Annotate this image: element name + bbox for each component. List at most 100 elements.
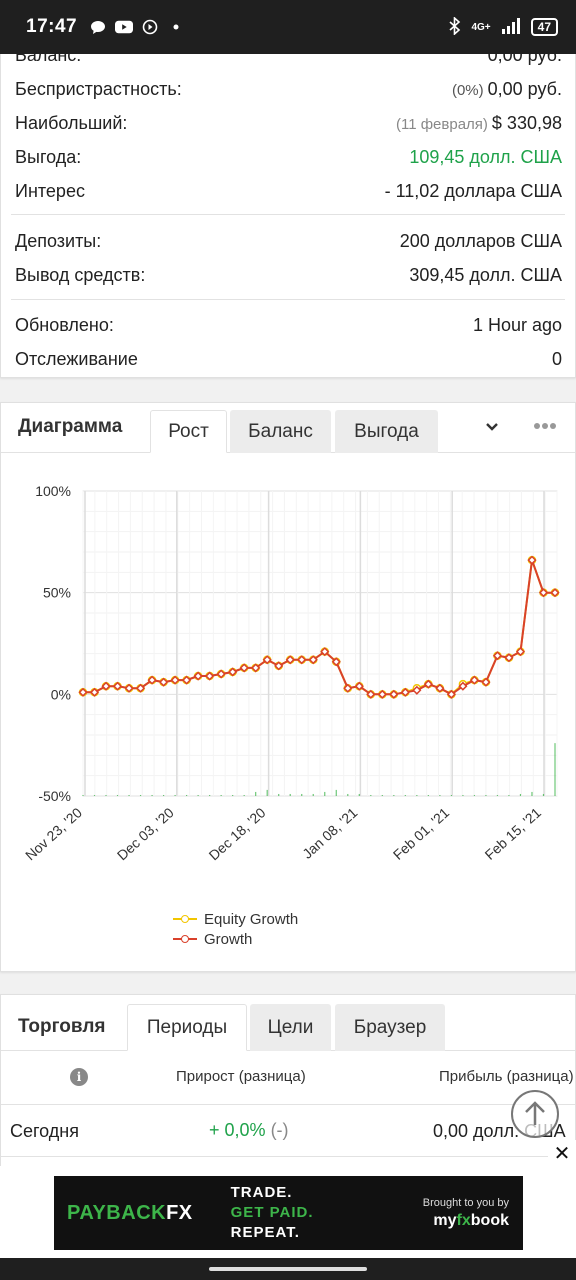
scroll-to-top-button[interactable] bbox=[511, 1090, 559, 1138]
growth-diff: (-) bbox=[270, 1120, 289, 1140]
logo-part: fx bbox=[456, 1211, 471, 1229]
stat-value: (11 февраля) $ 330,98 bbox=[396, 113, 562, 134]
y-tick-label: 50% bbox=[43, 585, 71, 601]
account-stats-card: Баланс: 0,00 руб. Беспристрастность: (0%… bbox=[0, 54, 576, 378]
battery-indicator: 47 bbox=[530, 18, 558, 36]
data-point[interactable] bbox=[170, 675, 180, 685]
stat-label: Беспристрастность: bbox=[15, 78, 182, 99]
stat-value: - 11,02 доллара США bbox=[384, 180, 562, 201]
divider bbox=[11, 214, 565, 215]
data-point[interactable] bbox=[492, 651, 502, 661]
x-tick-label: Dec 03, '20 bbox=[114, 804, 177, 863]
data-point[interactable] bbox=[216, 669, 226, 679]
data-point[interactable] bbox=[308, 655, 318, 665]
data-point[interactable] bbox=[182, 675, 192, 685]
period-growth: + 0,0% (-) bbox=[209, 1120, 289, 1141]
data-point[interactable] bbox=[228, 667, 238, 677]
column-header-profit[interactable]: Прибыль (разница) bbox=[439, 1068, 574, 1085]
data-point[interactable] bbox=[262, 655, 272, 665]
data-point[interactable] bbox=[112, 681, 123, 691]
info-icon[interactable]: i bbox=[70, 1068, 88, 1086]
chart-tabs: Диаграмма Рост Баланс Выгода bbox=[1, 403, 575, 453]
ad-slogan: TRADE. GET PAID. REPEAT. bbox=[231, 1183, 314, 1243]
ad-close-button[interactable]: ✕ bbox=[548, 1140, 576, 1168]
legend-swatch bbox=[173, 934, 197, 944]
data-point[interactable] bbox=[504, 653, 514, 663]
data-point[interactable] bbox=[515, 647, 526, 657]
x-tick-label: Nov 23, '20 bbox=[22, 804, 85, 863]
data-point[interactable] bbox=[274, 661, 284, 671]
stat-note: (11 февраля) bbox=[395, 115, 488, 133]
tab-growth[interactable]: Рост bbox=[150, 410, 227, 453]
data-point[interactable] bbox=[343, 683, 353, 693]
data-point[interactable] bbox=[285, 655, 295, 665]
data-point[interactable] bbox=[389, 689, 399, 699]
periods-table-header: i Прирост (разница) Прибыль (разница) bbox=[1, 1051, 575, 1105]
data-point[interactable] bbox=[354, 681, 364, 691]
data-point[interactable] bbox=[78, 687, 88, 697]
data-point[interactable] bbox=[136, 683, 146, 693]
logo-part: book bbox=[470, 1211, 509, 1229]
legend-label: Growth bbox=[204, 930, 253, 948]
data-point[interactable] bbox=[331, 657, 341, 667]
data-point[interactable] bbox=[412, 685, 422, 695]
tab-profit[interactable]: Выгода bbox=[335, 410, 438, 453]
data-point[interactable] bbox=[446, 689, 456, 699]
legend-item-growth[interactable]: Growth bbox=[173, 929, 298, 949]
column-header-growth[interactable]: Прирост (разница) bbox=[176, 1068, 306, 1085]
stat-amount: 0,00 руб. bbox=[487, 78, 562, 99]
data-point[interactable] bbox=[239, 663, 249, 673]
data-point[interactable] bbox=[481, 677, 491, 687]
periods-card: Торговля Периоды Цели Браузер i Прирост … bbox=[0, 994, 576, 1166]
more-options-icon[interactable] bbox=[533, 413, 557, 436]
data-point[interactable] bbox=[159, 677, 169, 687]
stat-value: 0,00 руб. bbox=[487, 54, 562, 65]
tab-balance[interactable]: Баланс bbox=[230, 410, 331, 453]
x-tick-label: Feb 01, '21 bbox=[390, 804, 453, 863]
data-point[interactable] bbox=[205, 671, 215, 681]
ad-brand-part: FX bbox=[166, 1201, 193, 1224]
tab-goals[interactable]: Цели bbox=[250, 1004, 331, 1051]
data-point[interactable] bbox=[124, 683, 134, 693]
x-tick-label: Jan 08, '21 bbox=[299, 804, 360, 862]
data-point[interactable] bbox=[193, 671, 203, 681]
periods-tabs: Торговля Периоды Цели Браузер bbox=[1, 995, 575, 1051]
growth-chart: 100% 50% 0% -50%Nov 23, '20 Dec 03, '20 Dec 1… bbox=[22, 483, 560, 863]
data-point[interactable] bbox=[251, 663, 261, 673]
data-point[interactable] bbox=[297, 655, 307, 665]
page-content: Баланс: 0,00 руб. Беспристрастность: (0%… bbox=[0, 54, 576, 1166]
status-bar: 17:47 4G+ 47 bbox=[0, 0, 576, 54]
legend-item-equity-growth[interactable]: Equity Growth bbox=[173, 909, 298, 929]
divider bbox=[11, 299, 565, 300]
home-gesture-pill[interactable] bbox=[209, 1267, 367, 1271]
data-point[interactable] bbox=[423, 679, 433, 689]
message-icon bbox=[89, 19, 107, 35]
data-point[interactable] bbox=[147, 675, 157, 685]
data-point[interactable] bbox=[89, 687, 100, 697]
signal-icon bbox=[501, 17, 521, 37]
arrow-up-icon bbox=[525, 1101, 545, 1125]
data-point[interactable] bbox=[527, 555, 537, 565]
myfxbook-logo: myfxbook bbox=[423, 1212, 509, 1230]
data-point[interactable] bbox=[458, 681, 468, 691]
dot-icon bbox=[167, 19, 185, 35]
data-point[interactable] bbox=[469, 675, 479, 685]
stat-label: Выгода: bbox=[15, 146, 82, 167]
tab-browser[interactable]: Браузер bbox=[335, 1004, 445, 1051]
chevron-down-icon[interactable] bbox=[485, 419, 499, 437]
data-point[interactable] bbox=[366, 689, 376, 699]
data-point[interactable] bbox=[400, 687, 410, 697]
tab-periods[interactable]: Периоды bbox=[127, 1004, 247, 1051]
data-point[interactable] bbox=[377, 689, 387, 699]
stat-value: 109,45 долл. США bbox=[409, 146, 562, 167]
data-point[interactable] bbox=[320, 647, 330, 657]
data-point[interactable] bbox=[550, 588, 560, 598]
data-point[interactable] bbox=[435, 683, 445, 693]
ad-sponsor: Brought to you by myfxbook bbox=[423, 1197, 509, 1230]
period-label: Сегодня bbox=[10, 1121, 79, 1141]
data-point[interactable] bbox=[538, 588, 549, 598]
stat-row-withdrawals: Вывод средств: 309,45 долл. США bbox=[15, 258, 562, 292]
stat-label: Баланс: bbox=[15, 54, 82, 65]
ad-banner[interactable]: PAYBACKFX TRADE. GET PAID. REPEAT. Broug… bbox=[54, 1176, 523, 1250]
data-point[interactable] bbox=[101, 681, 111, 691]
